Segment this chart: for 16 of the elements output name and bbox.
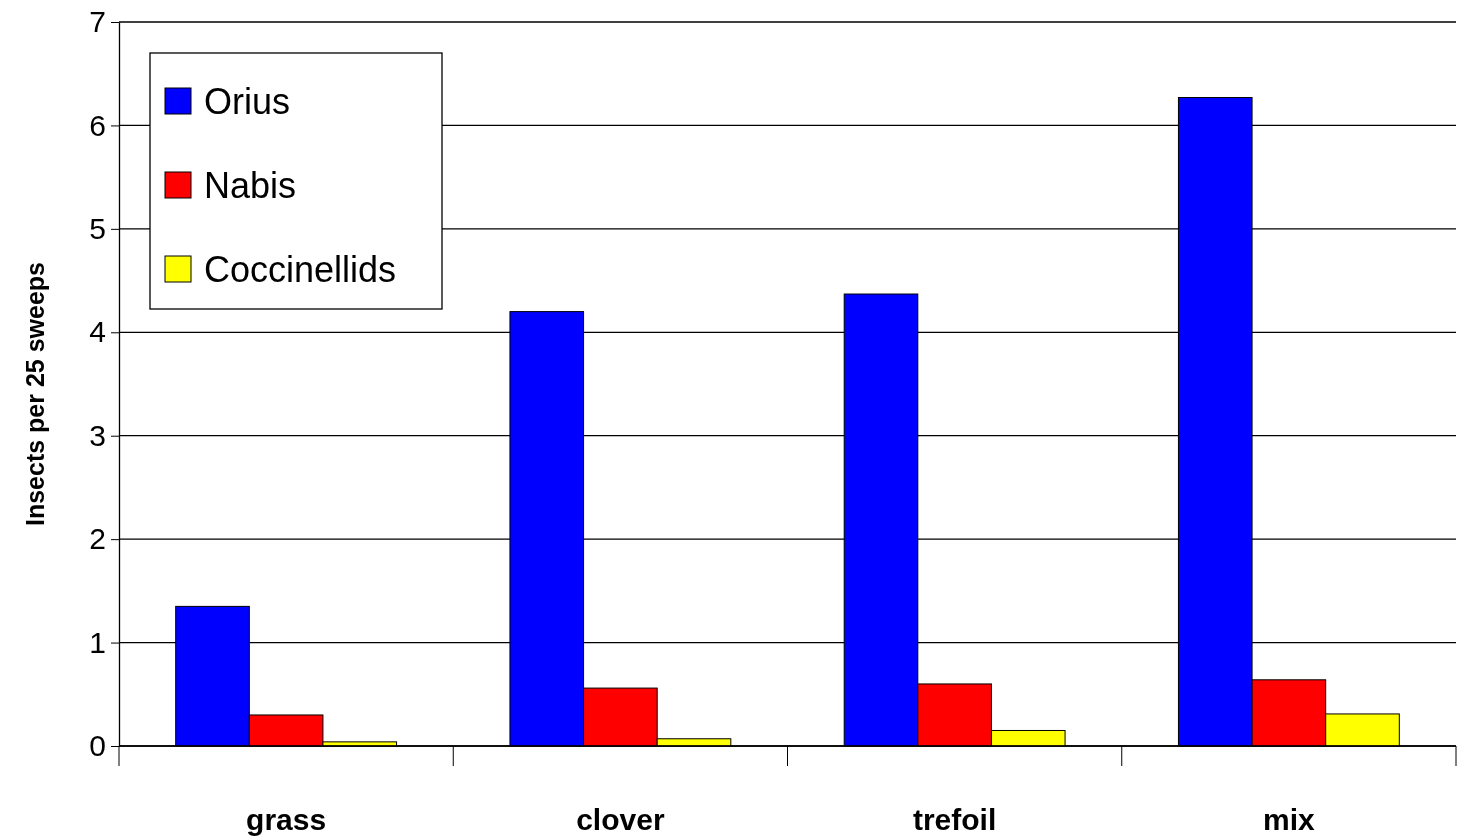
y-tick-label: 5 <box>89 211 106 245</box>
y-tick-label: 4 <box>89 315 106 349</box>
y-tick-label: 3 <box>89 418 106 452</box>
y-tick-label: 7 <box>89 5 106 39</box>
x-tick-label: grass <box>246 803 327 836</box>
legend-label: Nabis <box>204 165 297 206</box>
y-tick-label: 0 <box>89 729 106 763</box>
y-tick-label: 6 <box>89 108 106 142</box>
x-tick-label: trefoil <box>912 803 997 836</box>
x-tick-label: clover <box>576 803 665 836</box>
legend-label: Coccinellids <box>204 249 397 290</box>
y-axis-title: Insects per 25 sweeps <box>21 261 49 527</box>
y-tick-label: 1 <box>89 625 106 659</box>
y-tick-label: 2 <box>89 522 106 556</box>
x-tick-label: mix <box>1263 803 1316 836</box>
legend-label: Orius <box>204 81 291 122</box>
